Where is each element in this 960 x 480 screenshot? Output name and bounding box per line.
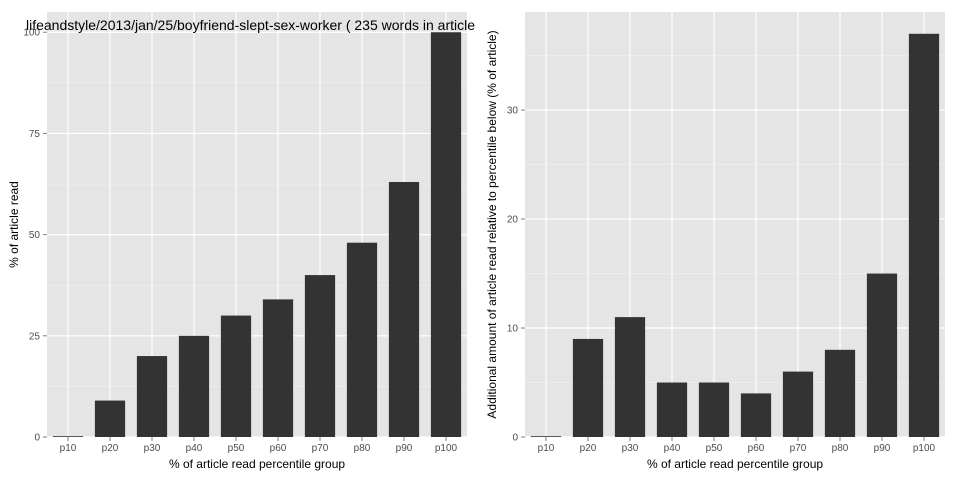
bar-p90 [866,273,898,437]
x-tick-label: p30 [144,443,161,454]
x-tick-label: p80 [354,443,371,454]
bar-p80 [824,349,856,437]
x-tick-label: p80 [832,443,849,454]
y-tick-label: 75 [29,129,41,140]
bar-p100 [430,32,462,437]
y-tick-label: 0 [512,433,518,444]
bar-p70 [304,275,336,437]
x-tick-label: p90 [396,443,413,454]
bar-p30 [614,317,646,437]
chart-panel-2: 0 10 20 30 p10 p20 p30 p40 p50 p60 p70 p80 p90 p100 [507,12,945,454]
y-tick-label: 100 [23,28,40,39]
bar-p60 [740,393,772,437]
x-tick-label: p100 [913,443,936,454]
bar-p10 [52,436,84,437]
x-tick-label: p50 [706,443,723,454]
x-tick-label: p70 [790,443,807,454]
x-tick-label: p30 [622,443,639,454]
x-tick-label: p50 [228,443,245,454]
chart-panel-1: 0 25 50 75 100 p10 p20 p30 p40 p50 p60 p70 p80 p90 p10… [23,12,467,454]
bar-p70 [782,371,814,437]
x-tick-label: p10 [60,443,77,454]
bar-p10 [530,436,562,437]
x-tick-label: p60 [748,443,765,454]
y-tick-label: 50 [29,230,41,241]
x-axis-title: % of article read percentile group [647,457,823,471]
y-tick-label: 10 [507,324,519,335]
y-tick-label: 30 [507,106,519,117]
x-tick-label: p100 [435,443,458,454]
x-axis-title: % of article read percentile group [169,457,345,471]
bar-p40 [178,335,210,437]
x-tick-label: p20 [580,443,597,454]
x-tick-label: p60 [270,443,287,454]
bar-p50 [220,315,252,437]
bar-p20 [572,338,604,437]
y-tick-label: 0 [34,433,40,444]
y-axis-title: Additional amount of article read relati… [485,30,499,418]
bar-p40 [656,382,688,437]
bar-p20 [94,400,126,437]
x-tick-label: p40 [186,443,203,454]
bar-p50 [698,382,730,437]
bar-p90 [388,182,420,437]
y-tick-label: 25 [29,331,41,342]
y-axis-title: % of article read [7,181,21,268]
x-tick-label: p20 [102,443,119,454]
x-tick-label: p10 [538,443,555,454]
bar-p30 [136,356,168,437]
x-tick-label: p70 [312,443,329,454]
x-tick-label: p40 [664,443,681,454]
bar-p80 [346,242,378,437]
bar-p100 [908,33,940,438]
chart-title: lifeandstyle/2013/jan/25/boyfriend-slept… [26,17,475,33]
y-tick-label: 20 [507,215,519,226]
x-tick-label: p90 [874,443,891,454]
bar-p60 [262,299,294,437]
